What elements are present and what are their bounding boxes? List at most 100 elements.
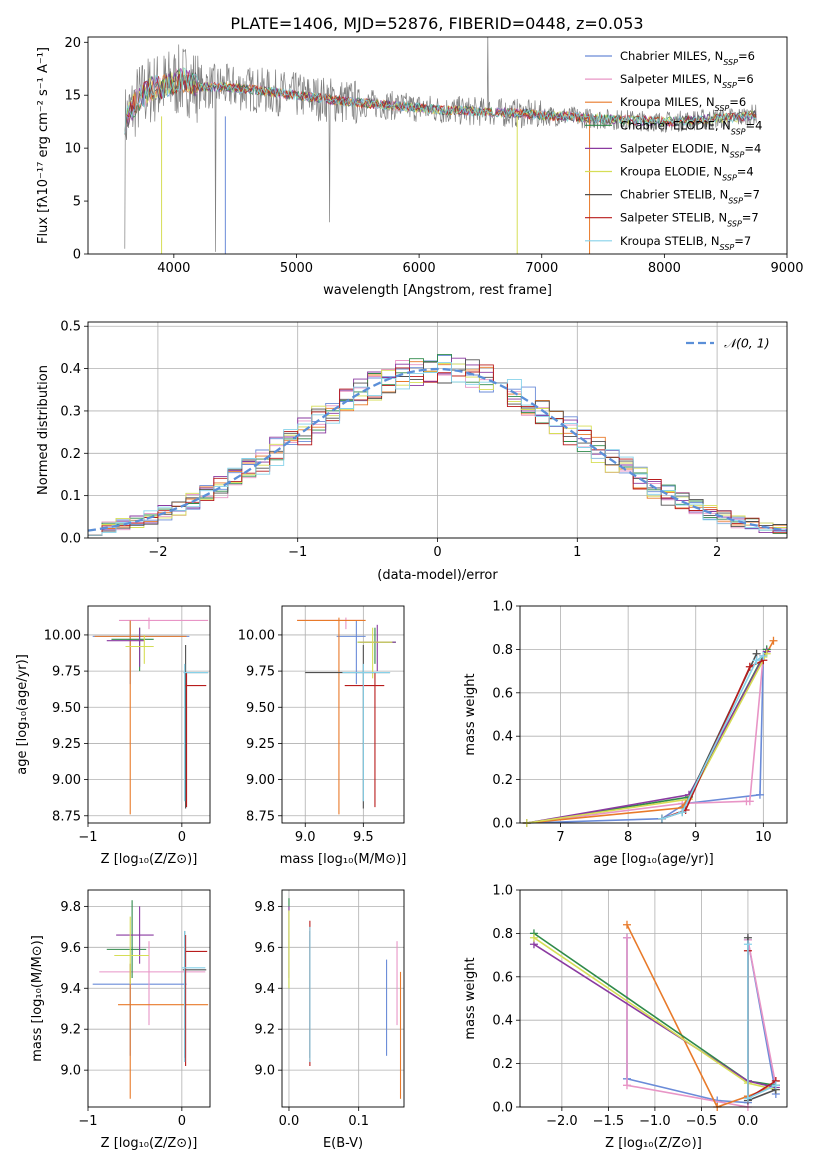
histogram-legend: 𝒩(0, 1) <box>686 336 770 351</box>
mass-weight-marker <box>771 1081 780 1090</box>
y-tick-label: 9.4 <box>60 982 81 997</box>
legend-label: Chabrier STELIB, NSSP=7 <box>620 188 760 206</box>
x-tick-label: 9.5 <box>353 830 374 845</box>
legend-subscript: SSP <box>723 58 738 67</box>
legend-subscript: SSP <box>715 104 730 113</box>
y-axis-label: age [log₁₀(age/yr)] <box>15 654 30 775</box>
spectrum-axes: 4000 5000 6000 7000 8000 9000 0 5 10 15 20 waveleng… <box>36 36 804 298</box>
line-panel-7-frame <box>519 889 788 1108</box>
legend-subscript: SSP <box>730 150 745 159</box>
legend-subscript: SSP <box>728 196 743 205</box>
y-tick-label: 0.2 <box>492 773 513 788</box>
x-tick-label: 8000 <box>648 261 681 276</box>
y-tick-label: 0.6 <box>492 970 513 985</box>
y-tick-label: 9.75 <box>52 665 81 680</box>
y-tick-label: 10.00 <box>44 628 81 643</box>
y-tick-label: 5 <box>73 195 81 210</box>
y-tick-label: 9.00 <box>246 773 275 788</box>
mass-weight-marker <box>529 933 538 942</box>
y-tick-label: 0.4 <box>492 730 513 745</box>
spectrum-model-line <box>124 72 757 135</box>
x-tick-label: −2.0 <box>546 1114 578 1129</box>
y-tick-label: 9.2 <box>60 1023 81 1038</box>
y-tick-label: 0.1 <box>60 489 81 504</box>
x-tick-label: 9 <box>692 830 700 845</box>
errorbar-panel-3-marks <box>297 617 396 815</box>
histogram-frame <box>87 321 788 539</box>
legend-label: 𝒩(0, 1) <box>724 336 770 351</box>
y-tick-label: 9.25 <box>52 737 81 752</box>
y-tick-label: 0.8 <box>492 643 513 658</box>
legend-label: Salpeter ELODIE, NSSP=4 <box>620 141 761 159</box>
spectrum-marks <box>124 37 757 254</box>
y-axis-label: Flux [fλ10⁻¹⁷ erg cm⁻² s⁻¹ A⁻¹] <box>36 47 51 244</box>
y-tick-label: 9.4 <box>254 982 275 997</box>
y-tick-label: 9.0 <box>60 1064 81 1079</box>
y-tick-label: 9.8 <box>60 900 81 915</box>
legend-suffix: =7 <box>742 211 759 225</box>
x-axis-label: Z [log₁₀(Z/Z⊙)] <box>101 1136 198 1151</box>
x-tick-label: −0.5 <box>686 1114 718 1129</box>
errorbar-panel-3-frame <box>281 605 405 824</box>
y-tick-label: 15 <box>64 89 81 104</box>
y-tick-label: 9.6 <box>254 941 275 956</box>
y-tick-label: 0.3 <box>60 404 81 419</box>
mass-weight-marker <box>745 662 754 671</box>
mass-weight-marker <box>622 920 631 929</box>
spectrum-legend: Chabrier MILES, NSSP=6 Salpeter MILES, NS… <box>585 49 762 251</box>
x-axis-label: Z [log₁₀(Z/Z⊙)] <box>605 1136 702 1151</box>
legend-subscript: SSP <box>722 173 737 182</box>
mass-weight-marker <box>743 1094 752 1103</box>
x-tick-label: −2 <box>148 545 167 560</box>
line-panel-4-axes: 7 8 9 10 0.0 0.2 0.4 0.6 0.8 1.0 age [log₁₀(age/yr… <box>463 600 787 867</box>
x-tick-label: 9.0 <box>295 830 316 845</box>
legend-subscript: SSP <box>731 127 746 136</box>
histogram-step-line <box>88 353 787 536</box>
x-tick-label: 0 <box>178 1114 186 1129</box>
y-tick-label: 20 <box>64 36 81 51</box>
line-panel-4-frame <box>519 605 788 824</box>
normal-curve <box>87 367 788 532</box>
x-axis-label: E(B-V) <box>323 1136 363 1151</box>
y-tick-label: 9.50 <box>246 701 275 716</box>
y-tick-label: 0.8 <box>492 927 513 942</box>
errorbar-panel-6-frame <box>281 889 405 1108</box>
errorbar-panel-6-axes: 0.0 0.1 9.0 9.2 9.4 9.6 9.8 E(B-V) <box>254 890 404 1151</box>
legend-subscript: SSP <box>722 81 737 90</box>
mass-weight-marker <box>752 656 761 665</box>
errorbar-panel-5-axes: −1 0 9.0 9.2 9.4 9.6 9.8 Z [log₁₀(Z/Z⊙)] mass [l… <box>30 890 210 1151</box>
y-tick-label: 0.6 <box>492 686 513 701</box>
y-tick-label: 10.00 <box>238 628 275 643</box>
mass-weight-marker <box>622 933 631 942</box>
x-tick-label: −1 <box>78 1114 97 1129</box>
mass-weight-marker <box>745 797 754 806</box>
spectrum-frame <box>87 36 788 255</box>
x-axis-label: Z [log₁₀(Z/Z⊙)] <box>101 852 198 867</box>
x-tick-label: 0.1 <box>348 1114 369 1129</box>
y-tick-label: 0.2 <box>492 1057 513 1072</box>
x-tick-label: 7000 <box>525 261 558 276</box>
y-tick-label: 1.0 <box>492 884 513 899</box>
mass-weight-marker <box>657 814 666 823</box>
spectrum-model-line <box>124 67 757 135</box>
histogram-step-line <box>88 364 787 536</box>
errorbar-panel-6-marks <box>288 898 402 1099</box>
x-tick-label: 1 <box>573 545 581 560</box>
y-tick-label: 9.2 <box>254 1023 275 1038</box>
y-tick-label: 0.5 <box>60 320 81 335</box>
x-axis-label: age [log₁₀(age/yr)] <box>593 852 714 867</box>
mass-weight-line <box>661 655 764 820</box>
legend-suffix: =7 <box>743 188 760 202</box>
y-tick-label: 0.2 <box>60 447 81 462</box>
x-tick-label: 10 <box>755 830 772 845</box>
legend-label: Kroupa STELIB, NSSP=7 <box>620 234 751 252</box>
x-tick-label: 0 <box>178 830 186 845</box>
y-axis-label: mass weight <box>463 673 478 755</box>
y-tick-label: 9.50 <box>52 701 81 716</box>
y-tick-label: 0.0 <box>60 532 81 547</box>
y-tick-label: 8.75 <box>52 809 81 824</box>
y-tick-label: 8.75 <box>246 809 275 824</box>
legend-label: Chabrier MILES, NSSP=6 <box>620 49 755 67</box>
x-tick-label: −1 <box>288 545 307 560</box>
